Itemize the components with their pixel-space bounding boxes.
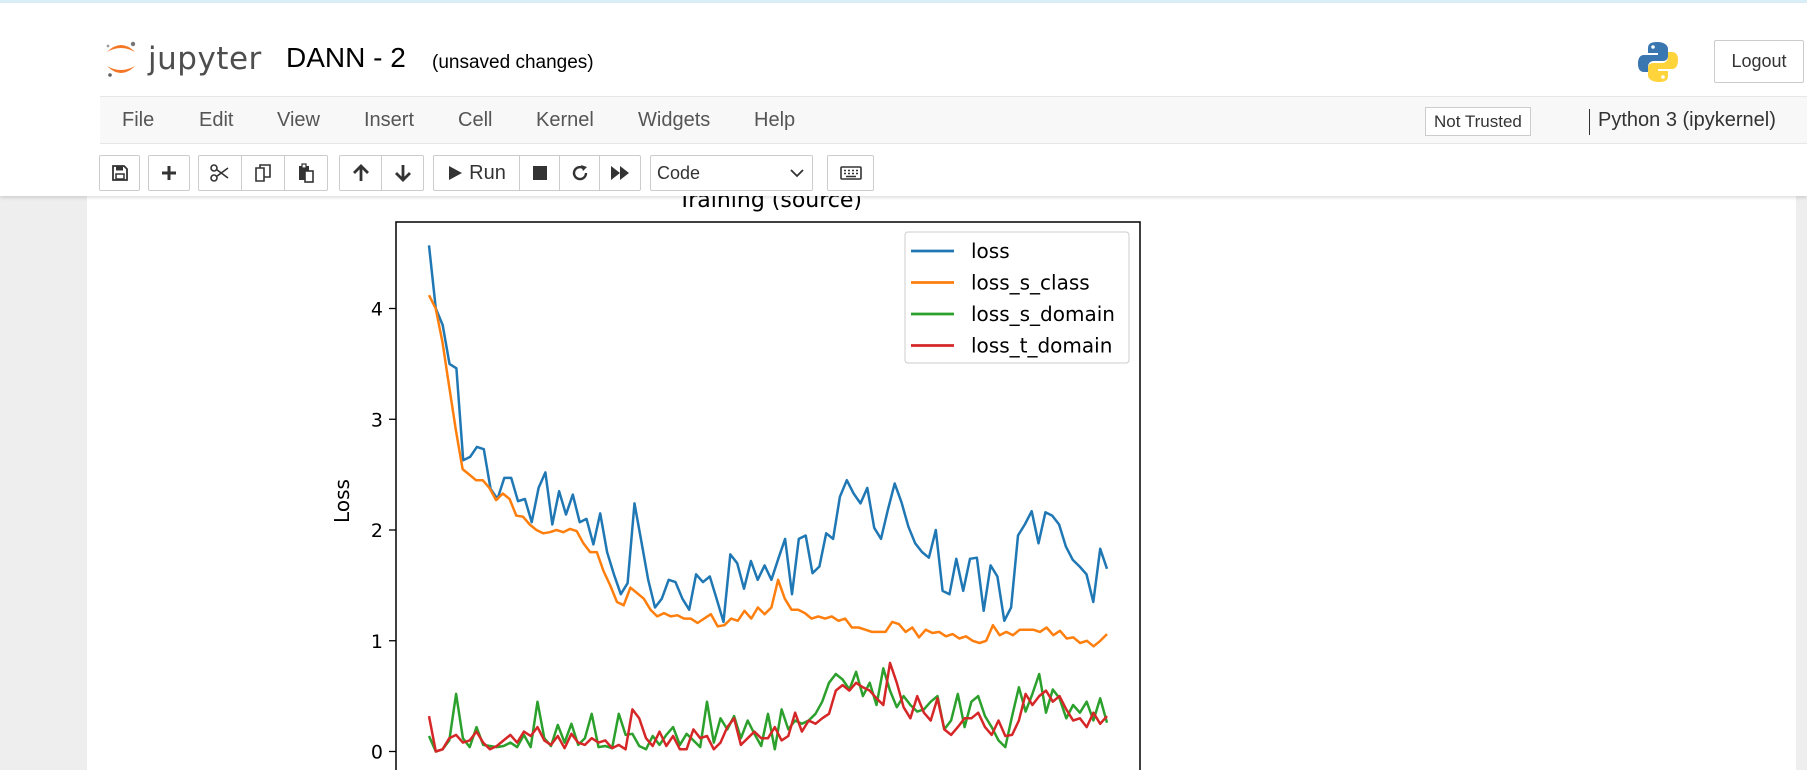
y-axis-label: Loss bbox=[330, 479, 354, 523]
save-icon bbox=[111, 165, 128, 181]
y-tick-label: 3 bbox=[371, 409, 383, 431]
run-label: Run bbox=[469, 161, 506, 184]
cell-type-select[interactable]: Code bbox=[650, 155, 813, 191]
arrow-down-icon bbox=[394, 165, 411, 182]
y-tick-label: 2 bbox=[371, 520, 383, 542]
menu-kernel[interactable]: Kernel bbox=[536, 109, 594, 131]
python-logo-icon bbox=[1638, 42, 1678, 82]
chevron-down-icon bbox=[790, 169, 804, 178]
chart-title: Training (source) bbox=[677, 196, 862, 213]
trusted-indicator[interactable]: Not Trusted bbox=[1425, 107, 1531, 136]
series-line-loss-t-domain bbox=[427, 661, 1108, 753]
logout-button[interactable]: Logout bbox=[1714, 40, 1804, 83]
restart-run-all-button[interactable] bbox=[599, 155, 641, 191]
jupyter-logo-icon bbox=[106, 41, 136, 77]
window-top-border bbox=[0, 0, 1807, 3]
keyboard-group bbox=[827, 155, 874, 191]
paste-icon bbox=[299, 163, 314, 183]
y-tick-label: 1 bbox=[371, 631, 383, 653]
restart-button[interactable] bbox=[559, 155, 600, 191]
paste-button[interactable] bbox=[284, 155, 328, 191]
autosave-status: (unsaved changes) bbox=[432, 52, 594, 73]
y-tick-label: 4 bbox=[371, 299, 383, 321]
legend-box bbox=[904, 231, 1130, 364]
menu-cell[interactable]: Cell bbox=[458, 109, 493, 131]
scissors-icon bbox=[210, 164, 229, 182]
kernel-name[interactable]: Python 3 (ipykernel) bbox=[1598, 109, 1776, 131]
series-line-loss-s-class bbox=[427, 294, 1108, 648]
jupyter-logo-text: jupyter bbox=[148, 41, 262, 77]
save-group bbox=[99, 155, 140, 191]
plot-area: 0 1 2 3 4 bbox=[371, 245, 1109, 764]
training-loss-chart: Training (source) 0 1 2 3 4 Loss loss loss_s_… bbox=[330, 196, 1141, 770]
plus-icon bbox=[162, 166, 176, 180]
copy-icon bbox=[255, 164, 271, 182]
clipboard-group bbox=[198, 155, 328, 191]
keyboard-icon bbox=[839, 166, 862, 180]
menu-insert[interactable]: Insert bbox=[364, 109, 415, 131]
menu-view[interactable]: View bbox=[277, 109, 320, 131]
restart-icon bbox=[572, 165, 587, 181]
menu-file[interactable]: File bbox=[122, 109, 155, 131]
y-tick-label: 0 bbox=[371, 742, 383, 764]
toolbar: Run bbox=[0, 144, 1807, 196]
run-button[interactable]: Run bbox=[433, 155, 520, 191]
interrupt-button[interactable] bbox=[519, 155, 560, 191]
axes-frame bbox=[395, 221, 1141, 770]
chart-legend: loss loss_s_class loss_s_domain loss_t_doma… bbox=[904, 231, 1130, 364]
legend-label-loss-s-class: loss_s_class bbox=[971, 271, 1090, 295]
series-line-loss bbox=[427, 245, 1109, 624]
menu-bar: File Edit View Insert Cell Kernel Widget… bbox=[100, 96, 1807, 144]
command-palette-button[interactable] bbox=[827, 155, 874, 191]
notebook-container: Training (source) 0 1 2 3 4 Loss loss loss_s_… bbox=[87, 196, 1796, 770]
menu-help[interactable]: Help bbox=[754, 109, 796, 131]
move-up-button[interactable] bbox=[339, 155, 382, 191]
cut-button[interactable] bbox=[198, 155, 242, 191]
notebook-header: jupyter DANN - 2 (unsaved changes) Logou… bbox=[0, 3, 1807, 196]
legend-label-loss-s-domain: loss_s_domain bbox=[971, 302, 1115, 326]
insert-group bbox=[148, 155, 190, 191]
arrow-up-icon bbox=[352, 164, 369, 181]
copy-button[interactable] bbox=[241, 155, 285, 191]
fast-forward-icon bbox=[611, 166, 629, 180]
stop-icon bbox=[532, 166, 547, 180]
menu-edit[interactable]: Edit bbox=[199, 109, 234, 131]
legend-label-loss-t-domain: loss_t_domain bbox=[971, 334, 1112, 358]
insert-cell-button[interactable] bbox=[148, 155, 190, 191]
move-down-button[interactable] bbox=[381, 155, 424, 191]
kernel-separator bbox=[1589, 109, 1590, 135]
play-icon bbox=[449, 166, 463, 180]
move-group bbox=[339, 155, 424, 191]
jupyter-logo[interactable]: jupyter bbox=[104, 37, 274, 81]
notebook-title[interactable]: DANN - 2 bbox=[286, 42, 406, 73]
legend-label-loss: loss bbox=[971, 239, 1010, 263]
menu-widgets[interactable]: Widgets bbox=[638, 109, 711, 131]
cell-type-value: Code bbox=[657, 163, 701, 183]
save-button[interactable] bbox=[99, 155, 140, 191]
run-group: Run bbox=[433, 155, 641, 191]
